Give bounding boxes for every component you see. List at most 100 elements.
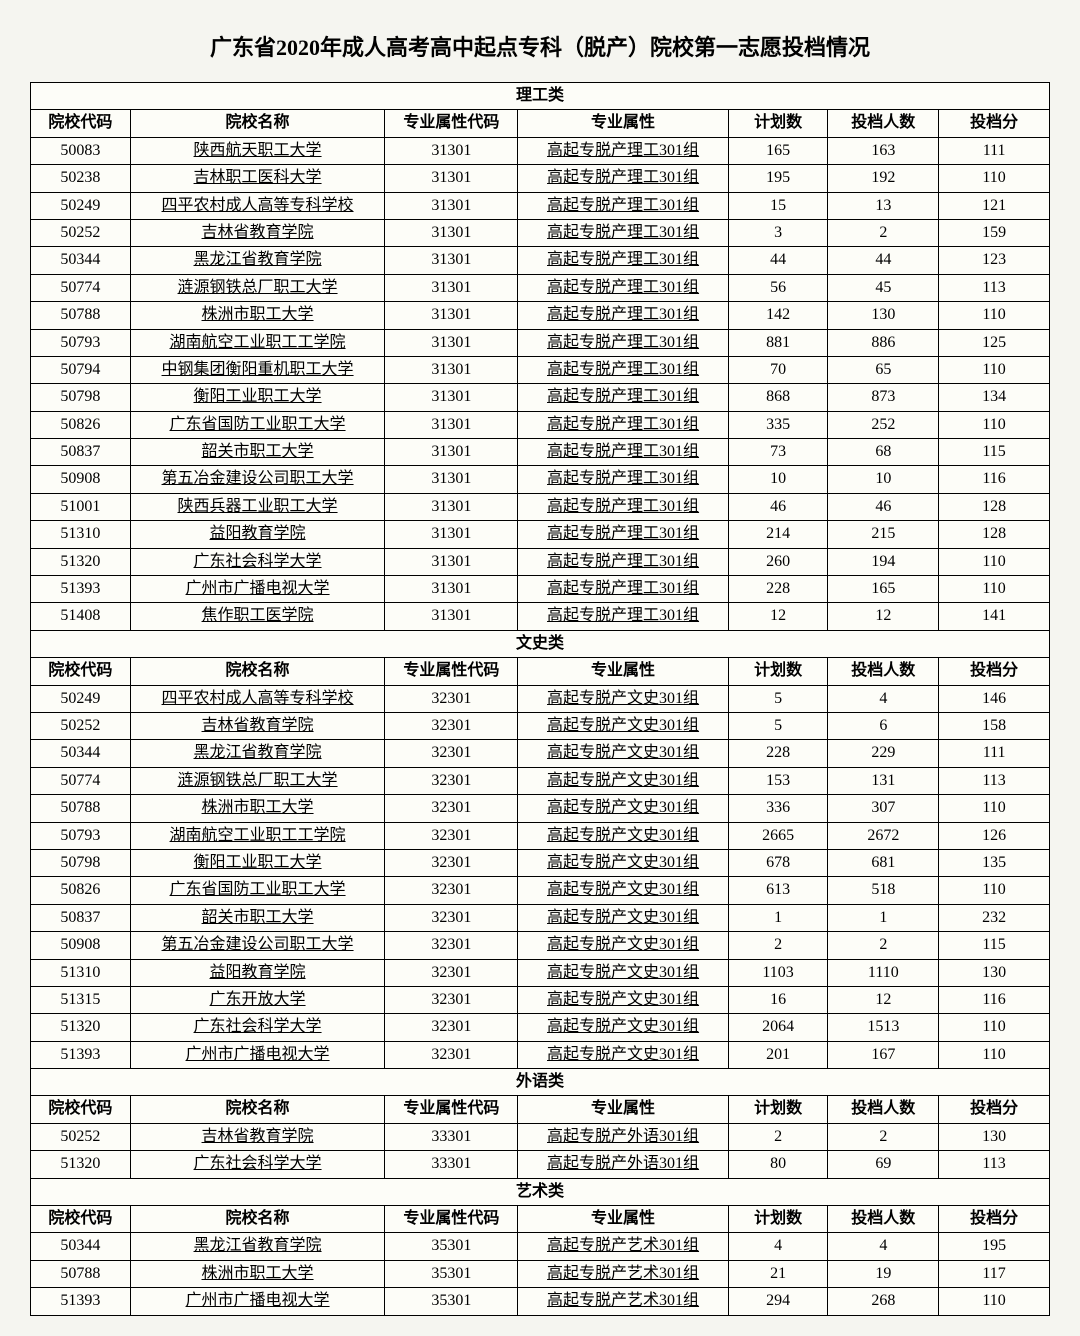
- school-link[interactable]: 黑龙江省教育学院: [194, 251, 322, 268]
- cell-filed: 19: [828, 1260, 939, 1287]
- school-link[interactable]: 第五冶金建设公司职工大学: [162, 936, 354, 953]
- cell-code: 50798: [31, 849, 131, 876]
- school-link[interactable]: 广东开放大学: [210, 991, 306, 1008]
- attr-link[interactable]: 高起专脱产理工301组: [547, 470, 699, 487]
- school-link[interactable]: 涟源钢铁总厂职工大学: [178, 279, 338, 296]
- school-link[interactable]: 黑龙江省教育学院: [194, 744, 322, 761]
- attr-link[interactable]: 高起专脱产理工301组: [547, 306, 699, 323]
- attr-link[interactable]: 高起专脱产理工301组: [547, 334, 699, 351]
- cell-filed: 681: [828, 849, 939, 876]
- column-header-filed: 投档人数: [828, 1206, 939, 1233]
- school-link[interactable]: 株洲市职工大学: [202, 1265, 314, 1282]
- attr-link[interactable]: 高起专脱产理工301组: [547, 580, 699, 597]
- attr-link[interactable]: 高起专脱产理工301组: [547, 525, 699, 542]
- school-link[interactable]: 吉林省教育学院: [202, 1128, 314, 1145]
- attr-link[interactable]: 高起专脱产文史301组: [547, 690, 699, 707]
- school-link[interactable]: 韶关市职工大学: [202, 443, 314, 460]
- school-link[interactable]: 韶关市职工大学: [202, 909, 314, 926]
- attr-link[interactable]: 高起专脱产理工301组: [547, 197, 699, 214]
- table-row: 51310益阳教育学院31301高起专脱产理工301组214215128: [31, 521, 1050, 548]
- attr-link[interactable]: 高起专脱产理工301组: [547, 388, 699, 405]
- cell-plan: 1: [728, 904, 828, 931]
- cell-plan: 44: [728, 247, 828, 274]
- attr-link[interactable]: 高起专脱产艺术301组: [547, 1292, 699, 1309]
- cell-filed: 44: [828, 247, 939, 274]
- attr-link[interactable]: 高起专脱产理工301组: [547, 142, 699, 159]
- school-link[interactable]: 湖南航空工业职工工学院: [170, 827, 346, 844]
- school-link[interactable]: 衡阳工业职工大学: [194, 854, 322, 871]
- attr-link[interactable]: 高起专脱产外语301组: [547, 1128, 699, 1145]
- cell-attr: 高起专脱产理工301组: [518, 274, 728, 301]
- attr-link[interactable]: 高起专脱产文史301组: [547, 744, 699, 761]
- attr-link[interactable]: 高起专脱产文史301组: [547, 799, 699, 816]
- school-link[interactable]: 吉林省教育学院: [202, 717, 314, 734]
- school-link[interactable]: 广东社会科学大学: [194, 1155, 322, 1172]
- attr-link[interactable]: 高起专脱产理工301组: [547, 224, 699, 241]
- school-link[interactable]: 中钢集团衡阳重机职工大学: [162, 361, 354, 378]
- column-header-attr: 专业属性: [518, 1206, 728, 1233]
- attr-link[interactable]: 高起专脱产文史301组: [547, 854, 699, 871]
- school-link[interactable]: 第五冶金建设公司职工大学: [162, 470, 354, 487]
- school-link[interactable]: 益阳教育学院: [210, 964, 306, 981]
- attr-link[interactable]: 高起专脱产理工301组: [547, 279, 699, 296]
- cell-plan: 12: [728, 603, 828, 630]
- attr-link[interactable]: 高起专脱产文史301组: [547, 717, 699, 734]
- school-link[interactable]: 黑龙江省教育学院: [194, 1237, 322, 1254]
- school-link[interactable]: 陕西航天职工大学: [194, 142, 322, 159]
- attr-link[interactable]: 高起专脱产理工301组: [547, 169, 699, 186]
- attr-link[interactable]: 高起专脱产文史301组: [547, 827, 699, 844]
- school-link[interactable]: 涟源钢铁总厂职工大学: [178, 772, 338, 789]
- cell-attr-code: 35301: [385, 1233, 518, 1260]
- school-link[interactable]: 吉林省教育学院: [202, 224, 314, 241]
- attr-link[interactable]: 高起专脱产理工301组: [547, 251, 699, 268]
- attr-link[interactable]: 高起专脱产文史301组: [547, 991, 699, 1008]
- cell-attr-code: 31301: [385, 384, 518, 411]
- cell-score: 141: [939, 603, 1050, 630]
- school-link[interactable]: 益阳教育学院: [210, 525, 306, 542]
- attr-link[interactable]: 高起专脱产文史301组: [547, 881, 699, 898]
- column-header-plan: 计划数: [728, 1096, 828, 1123]
- school-link[interactable]: 四平农村成人高等专科学校: [162, 690, 354, 707]
- cell-code: 50837: [31, 439, 131, 466]
- school-link[interactable]: 株洲市职工大学: [202, 799, 314, 816]
- attr-link[interactable]: 高起专脱产文史301组: [547, 936, 699, 953]
- cell-attr-code: 31301: [385, 521, 518, 548]
- school-link[interactable]: 吉林职工医科大学: [194, 169, 322, 186]
- school-link[interactable]: 四平农村成人高等专科学校: [162, 197, 354, 214]
- school-link[interactable]: 广州市广播电视大学: [186, 580, 330, 597]
- cell-attr-code: 32301: [385, 740, 518, 767]
- attr-link[interactable]: 高起专脱产艺术301组: [547, 1265, 699, 1282]
- attr-link[interactable]: 高起专脱产理工301组: [547, 553, 699, 570]
- cell-attr: 高起专脱产理工301组: [518, 137, 728, 164]
- school-link[interactable]: 广东省国防工业职工大学: [170, 416, 346, 433]
- school-link[interactable]: 湖南航空工业职工工学院: [170, 334, 346, 351]
- attr-link[interactable]: 高起专脱产文史301组: [547, 909, 699, 926]
- school-link[interactable]: 衡阳工业职工大学: [194, 388, 322, 405]
- attr-link[interactable]: 高起专脱产艺术301组: [547, 1237, 699, 1254]
- attr-link[interactable]: 高起专脱产理工301组: [547, 416, 699, 433]
- school-link[interactable]: 广东社会科学大学: [194, 1018, 322, 1035]
- cell-school-name: 株洲市职工大学: [130, 302, 385, 329]
- school-link[interactable]: 焦作职工医学院: [202, 607, 314, 624]
- school-link[interactable]: 广东社会科学大学: [194, 553, 322, 570]
- cell-code: 50788: [31, 302, 131, 329]
- cell-filed: 192: [828, 165, 939, 192]
- attr-link[interactable]: 高起专脱产文史301组: [547, 1018, 699, 1035]
- cell-attr: 高起专脱产文史301组: [518, 904, 728, 931]
- attr-link[interactable]: 高起专脱产文史301组: [547, 1046, 699, 1063]
- cell-school-name: 衡阳工业职工大学: [130, 849, 385, 876]
- school-link[interactable]: 广东省国防工业职工大学: [170, 881, 346, 898]
- attr-link[interactable]: 高起专脱产文史301组: [547, 772, 699, 789]
- attr-link[interactable]: 高起专脱产理工301组: [547, 498, 699, 515]
- attr-link[interactable]: 高起专脱产外语301组: [547, 1155, 699, 1172]
- cell-code: 50788: [31, 1260, 131, 1287]
- attr-link[interactable]: 高起专脱产理工301组: [547, 361, 699, 378]
- school-link[interactable]: 陕西兵器工业职工大学: [178, 498, 338, 515]
- attr-link[interactable]: 高起专脱产理工301组: [547, 607, 699, 624]
- attr-link[interactable]: 高起专脱产文史301组: [547, 964, 699, 981]
- school-link[interactable]: 株洲市职工大学: [202, 306, 314, 323]
- school-link[interactable]: 广州市广播电视大学: [186, 1292, 330, 1309]
- cell-plan: 10: [728, 466, 828, 493]
- school-link[interactable]: 广州市广播电视大学: [186, 1046, 330, 1063]
- attr-link[interactable]: 高起专脱产理工301组: [547, 443, 699, 460]
